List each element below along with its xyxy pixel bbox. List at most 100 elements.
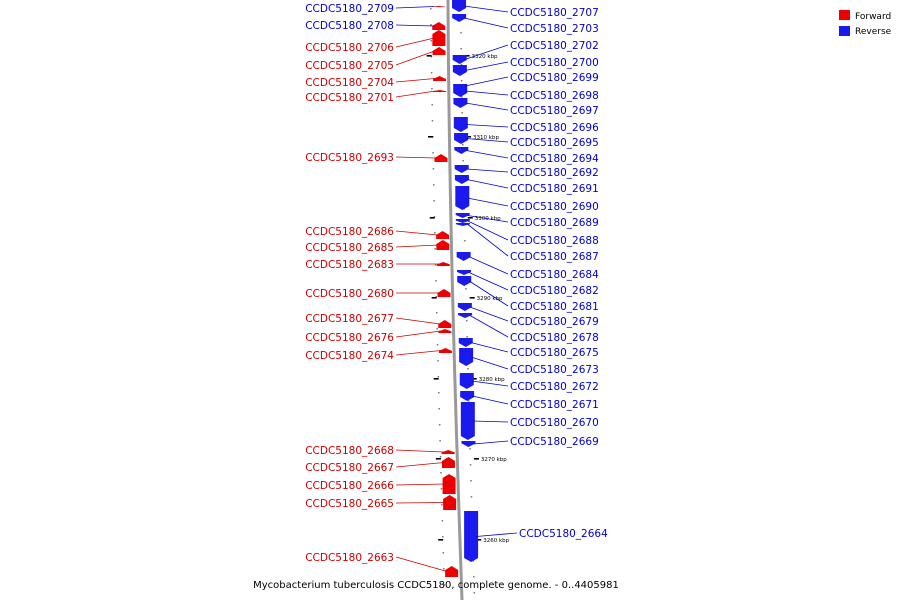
forward-gene-label[interactable]: CCDC5180_2693 [305, 152, 394, 164]
forward-gene-label[interactable]: CCDC5180_2666 [305, 480, 394, 492]
reverse-gene-label[interactable]: CCDC5180_2707 [510, 7, 599, 19]
reverse-gene-label[interactable]: CCDC5180_2675 [510, 347, 599, 359]
reverse-gene-feature[interactable] [455, 213, 470, 218]
forward-gene-feature[interactable] [443, 495, 457, 510]
forward-gene-feature[interactable] [441, 450, 455, 454]
forward-gene-feature[interactable] [438, 329, 452, 333]
major-tick [433, 378, 439, 380]
forward-gene-feature[interactable] [432, 30, 446, 46]
scale-dot [437, 376, 440, 378]
reverse-gene-label[interactable]: CCDC5180_2694 [510, 153, 599, 165]
reverse-gene-feature[interactable] [456, 252, 471, 261]
forward-gene-label[interactable]: CCDC5180_2665 [305, 498, 394, 510]
forward-gene-label[interactable]: CCDC5180_2663 [305, 552, 394, 564]
reverse-gene-feature[interactable] [459, 373, 474, 389]
reverse-gene-feature[interactable] [455, 219, 470, 223]
reverse-gene-feature[interactable] [452, 55, 467, 64]
forward-gene-feature[interactable] [433, 90, 447, 92]
forward-gene-feature[interactable] [437, 289, 451, 297]
forward-gene-feature[interactable] [436, 240, 450, 250]
forward-gene-label[interactable]: CCDC5180_2708 [305, 20, 394, 32]
reverse-gene-feature[interactable] [455, 186, 470, 210]
forward-gene-feature[interactable] [432, 6, 446, 7]
forward-gene-feature[interactable] [436, 231, 450, 239]
reverse-gene-label[interactable]: CCDC5180_2678 [510, 332, 599, 344]
major-tick [431, 297, 437, 299]
reverse-gene-label[interactable]: CCDC5180_2682 [510, 285, 599, 297]
reverse-gene-feature[interactable] [455, 223, 470, 226]
forward-gene-feature[interactable] [442, 474, 456, 494]
reverse-gene-label[interactable]: CCDC5180_2690 [510, 201, 599, 213]
reverse-gene-label[interactable]: CCDC5180_2692 [510, 167, 599, 179]
forward-gene-feature[interactable] [432, 22, 446, 30]
reverse-gene-label[interactable]: CCDC5180_2689 [510, 217, 599, 229]
forward-gene-label[interactable]: CCDC5180_2701 [305, 92, 394, 104]
forward-gene-label[interactable]: CCDC5180_2705 [305, 60, 394, 72]
reverse-gene-feature[interactable] [457, 270, 472, 275]
reverse-gene-label[interactable]: CCDC5180_2688 [510, 235, 599, 247]
forward-gene-label[interactable]: CCDC5180_2680 [305, 288, 394, 300]
reverse-gene-feature[interactable] [459, 348, 474, 366]
forward-gene-label[interactable]: CCDC5180_2686 [305, 226, 394, 238]
reverse-gene-label[interactable]: CCDC5180_2664 [519, 528, 608, 540]
reverse-gene-label[interactable]: CCDC5180_2681 [510, 301, 599, 313]
major-tick [428, 136, 434, 138]
scale-dot [469, 464, 472, 466]
forward-gene-feature[interactable] [438, 320, 452, 328]
forward-gene-label[interactable]: CCDC5180_2677 [305, 313, 394, 325]
reverse-gene-label[interactable]: CCDC5180_2679 [510, 316, 599, 328]
forward-gene-label[interactable]: CCDC5180_2668 [305, 445, 394, 457]
reverse-gene-feature[interactable] [454, 165, 469, 173]
reverse-gene-feature[interactable] [460, 391, 475, 401]
reverse-label-connector [466, 150, 509, 159]
forward-gene-label[interactable]: CCDC5180_2685 [305, 242, 394, 254]
reverse-gene-feature[interactable] [458, 338, 473, 347]
reverse-gene-feature[interactable] [457, 303, 472, 311]
reverse-gene-feature[interactable] [453, 85, 468, 97]
reverse-gene-label[interactable]: CCDC5180_2670 [510, 417, 599, 429]
forward-gene-feature[interactable] [432, 76, 446, 81]
reverse-gene-label[interactable]: CCDC5180_2671 [510, 399, 599, 411]
reverse-gene-label[interactable]: CCDC5180_2702 [510, 40, 599, 52]
reverse-gene-label[interactable]: CCDC5180_2699 [510, 72, 599, 84]
reverse-gene-label[interactable]: CCDC5180_2673 [510, 364, 599, 376]
forward-gene-label[interactable]: CCDC5180_2704 [305, 77, 394, 89]
forward-gene-feature[interactable] [434, 154, 448, 162]
reverse-gene-feature[interactable] [458, 313, 473, 318]
reverse-gene-label[interactable]: CCDC5180_2696 [510, 122, 599, 134]
reverse-gene-label[interactable]: CCDC5180_2669 [510, 436, 599, 448]
reverse-gene-label[interactable]: CCDC5180_2695 [510, 137, 599, 149]
reverse-gene-feature[interactable] [457, 276, 472, 286]
reverse-gene-label[interactable]: CCDC5180_2684 [510, 269, 599, 281]
forward-gene-label[interactable]: CCDC5180_2676 [305, 332, 394, 344]
forward-gene-label[interactable]: CCDC5180_2709 [305, 3, 394, 15]
forward-gene-feature[interactable] [445, 566, 459, 577]
reverse-gene-feature[interactable] [461, 441, 476, 447]
forward-gene-label[interactable]: CCDC5180_2683 [305, 259, 394, 271]
reverse-gene-feature[interactable] [452, 65, 467, 76]
forward-gene-feature[interactable] [436, 262, 450, 266]
reverse-gene-feature[interactable] [453, 98, 468, 108]
scale-dot [433, 184, 435, 186]
reverse-gene-label[interactable]: CCDC5180_2698 [510, 90, 599, 102]
reverse-gene-feature[interactable] [452, 0, 467, 12]
reverse-gene-label[interactable]: CCDC5180_2700 [510, 57, 599, 69]
reverse-gene-feature[interactable] [454, 147, 469, 154]
reverse-gene-feature[interactable] [454, 175, 469, 184]
reverse-gene-feature[interactable] [454, 133, 469, 144]
reverse-gene-feature[interactable] [460, 402, 475, 440]
reverse-gene-label[interactable]: CCDC5180_2691 [510, 183, 599, 195]
forward-gene-feature[interactable] [441, 457, 455, 468]
forward-gene-label[interactable]: CCDC5180_2706 [305, 42, 394, 54]
reverse-gene-feature[interactable] [452, 14, 467, 22]
reverse-gene-label[interactable]: CCDC5180_2672 [510, 381, 599, 393]
forward-gene-feature[interactable] [432, 47, 446, 55]
reverse-gene-label[interactable]: CCDC5180_2703 [510, 23, 599, 35]
reverse-gene-feature[interactable] [464, 511, 479, 562]
reverse-gene-feature[interactable] [453, 117, 468, 132]
forward-gene-feature[interactable] [438, 348, 452, 353]
reverse-gene-label[interactable]: CCDC5180_2687 [510, 251, 599, 263]
reverse-gene-label[interactable]: CCDC5180_2697 [510, 105, 599, 117]
forward-gene-label[interactable]: CCDC5180_2667 [305, 462, 394, 474]
forward-gene-label[interactable]: CCDC5180_2674 [305, 350, 394, 362]
